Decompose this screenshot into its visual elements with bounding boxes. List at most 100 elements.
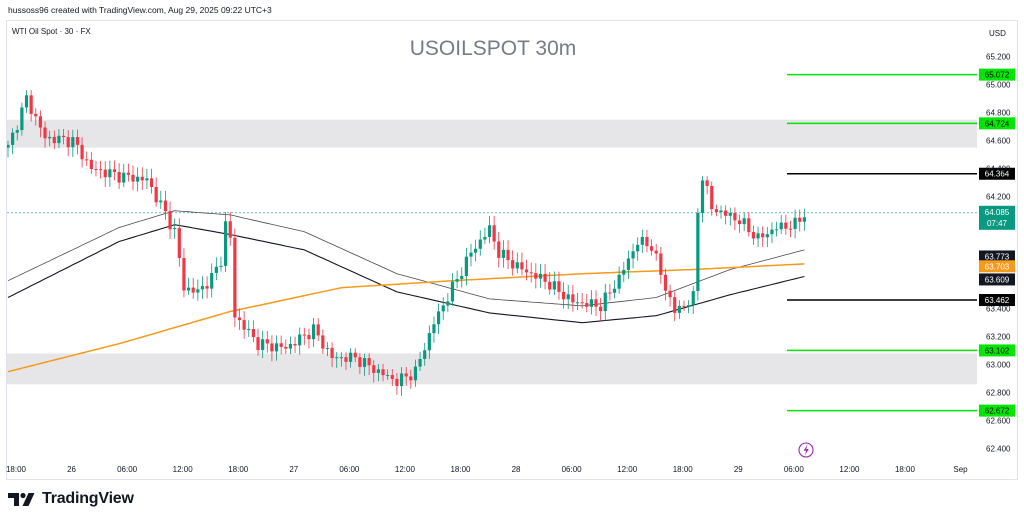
candle — [89, 151, 93, 174]
candle-body — [497, 241, 501, 258]
candle-body — [330, 347, 334, 359]
candle-body — [293, 343, 297, 346]
candle-body — [640, 236, 644, 245]
candle — [677, 300, 681, 320]
candle-body — [325, 347, 330, 349]
candle — [737, 214, 742, 233]
candle — [640, 229, 644, 253]
candle — [649, 239, 654, 256]
candle-body — [418, 358, 422, 367]
candle — [548, 272, 552, 295]
candle — [288, 336, 293, 355]
candle-body — [649, 246, 654, 251]
candle — [205, 276, 209, 299]
candle-body — [302, 334, 306, 336]
candle — [386, 369, 390, 380]
candle — [325, 342, 330, 357]
candle-body — [543, 273, 547, 282]
candle — [562, 282, 566, 309]
candle-body — [265, 339, 269, 344]
candle — [663, 268, 668, 301]
candle — [214, 257, 218, 281]
candle-body — [487, 225, 492, 237]
candle — [108, 160, 112, 187]
candle — [728, 207, 732, 226]
level-price-tag — [979, 167, 1015, 180]
indicator-price-tag — [979, 273, 1015, 286]
candle-body — [89, 159, 93, 170]
tradingview-brand[interactable]: TradingView — [8, 490, 134, 508]
moving-average-line — [7, 263, 805, 373]
candle-body — [751, 232, 756, 239]
candle-body — [589, 299, 593, 307]
lightning-icon[interactable] — [798, 442, 814, 458]
candle — [497, 231, 501, 268]
candle-body — [710, 185, 714, 210]
candle — [395, 372, 399, 395]
candle — [460, 267, 464, 288]
level-price-label: 64.724 — [985, 119, 1010, 128]
candle-body — [441, 305, 445, 312]
candle — [654, 244, 658, 261]
candle — [710, 181, 714, 216]
candle — [492, 215, 496, 250]
candle — [636, 237, 640, 261]
candle-body — [770, 229, 774, 235]
candle — [696, 208, 700, 301]
candle-body — [339, 357, 343, 359]
candle — [261, 330, 265, 358]
x-tick-label: 12:00 — [839, 465, 860, 474]
candle — [700, 175, 705, 223]
candle — [538, 264, 543, 288]
candle-body — [168, 211, 172, 230]
indicator-price-tag — [979, 260, 1015, 273]
candle — [186, 277, 191, 296]
indicator-price-label: 63.703 — [985, 262, 1010, 271]
candle-body — [450, 281, 455, 302]
candle — [381, 363, 385, 382]
candle-body — [117, 172, 121, 183]
candle-body — [663, 274, 668, 291]
candle — [210, 263, 214, 298]
candle — [293, 336, 297, 354]
candle-body — [594, 299, 598, 307]
candle — [520, 252, 524, 276]
candle — [557, 271, 561, 300]
candle-body — [682, 305, 686, 307]
candle — [126, 163, 130, 182]
candle — [705, 176, 709, 195]
candle-body — [603, 292, 607, 312]
candle-body — [159, 200, 163, 203]
candle — [589, 290, 593, 315]
candle — [571, 284, 575, 312]
candle — [321, 329, 325, 354]
candle-body — [659, 253, 663, 275]
candle — [131, 165, 135, 191]
symbol-label[interactable]: WTI Oil Spot · 30 · FX — [12, 27, 91, 36]
candle-body — [677, 305, 681, 313]
candle-body — [11, 132, 15, 145]
candle — [372, 360, 376, 383]
candle-body — [446, 301, 450, 306]
candle-body — [335, 357, 339, 359]
candle — [418, 351, 422, 371]
candle — [349, 348, 353, 368]
candle — [608, 283, 612, 301]
candle-body — [585, 303, 589, 307]
candle — [515, 252, 519, 274]
candle — [66, 130, 70, 157]
candle-body — [460, 275, 464, 280]
indicator-price-label: 63.773 — [985, 252, 1010, 261]
candle — [436, 303, 441, 334]
candle — [173, 218, 177, 239]
candle — [237, 308, 242, 330]
candle — [659, 246, 663, 284]
candle-body — [154, 186, 158, 203]
x-tick-label: 26 — [67, 465, 76, 474]
candle-body — [140, 176, 144, 181]
candle — [339, 352, 343, 367]
candle-body — [108, 169, 112, 178]
candle-body — [149, 178, 154, 187]
candle — [48, 130, 52, 147]
